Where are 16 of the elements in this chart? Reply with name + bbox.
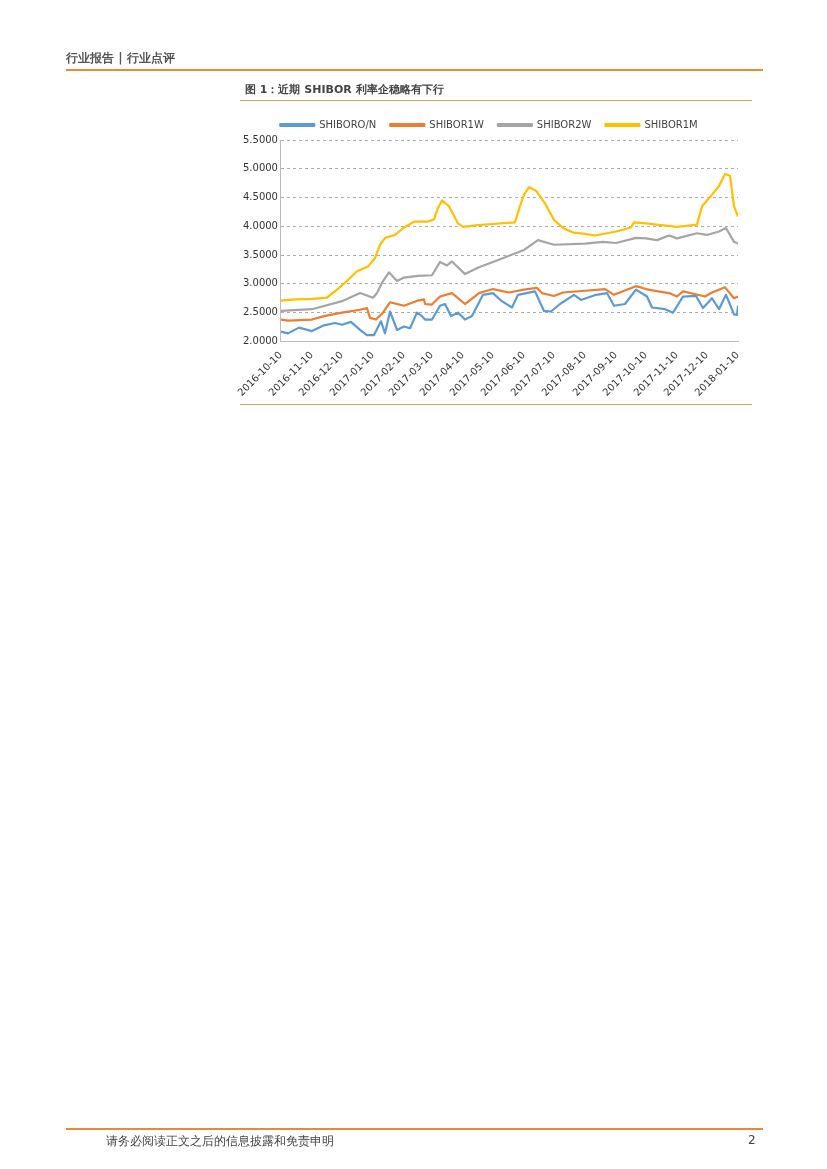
y-tick-label: 2.0000 xyxy=(242,335,278,347)
y-tick-label: 4.0000 xyxy=(242,219,278,231)
text: 请务必阅读正文之后的信息披露和免责申明 xyxy=(106,1133,334,1150)
legend-label: SHIBORO/N xyxy=(319,118,377,130)
y-tick-label: 5.5000 xyxy=(242,133,278,145)
y-tick-label: 3.5000 xyxy=(242,248,278,260)
y-tick-label: 4.5000 xyxy=(242,191,278,203)
text: 2 xyxy=(748,1133,756,1147)
text: 行业报告 | 行业点评 xyxy=(66,50,175,67)
legend-label: SHIBOR1W xyxy=(429,118,484,130)
y-tick-label: 3.0000 xyxy=(242,277,278,289)
legend-label: SHIBOR2W xyxy=(536,118,592,130)
chart-title: 图 1：近期 SHIBOR 利率企稳略有下行 xyxy=(245,82,444,97)
legend-label: SHIBOR1M xyxy=(644,118,698,130)
y-tick-label: 2.5000 xyxy=(242,306,278,318)
y-tick-label: 5.0000 xyxy=(242,162,278,174)
